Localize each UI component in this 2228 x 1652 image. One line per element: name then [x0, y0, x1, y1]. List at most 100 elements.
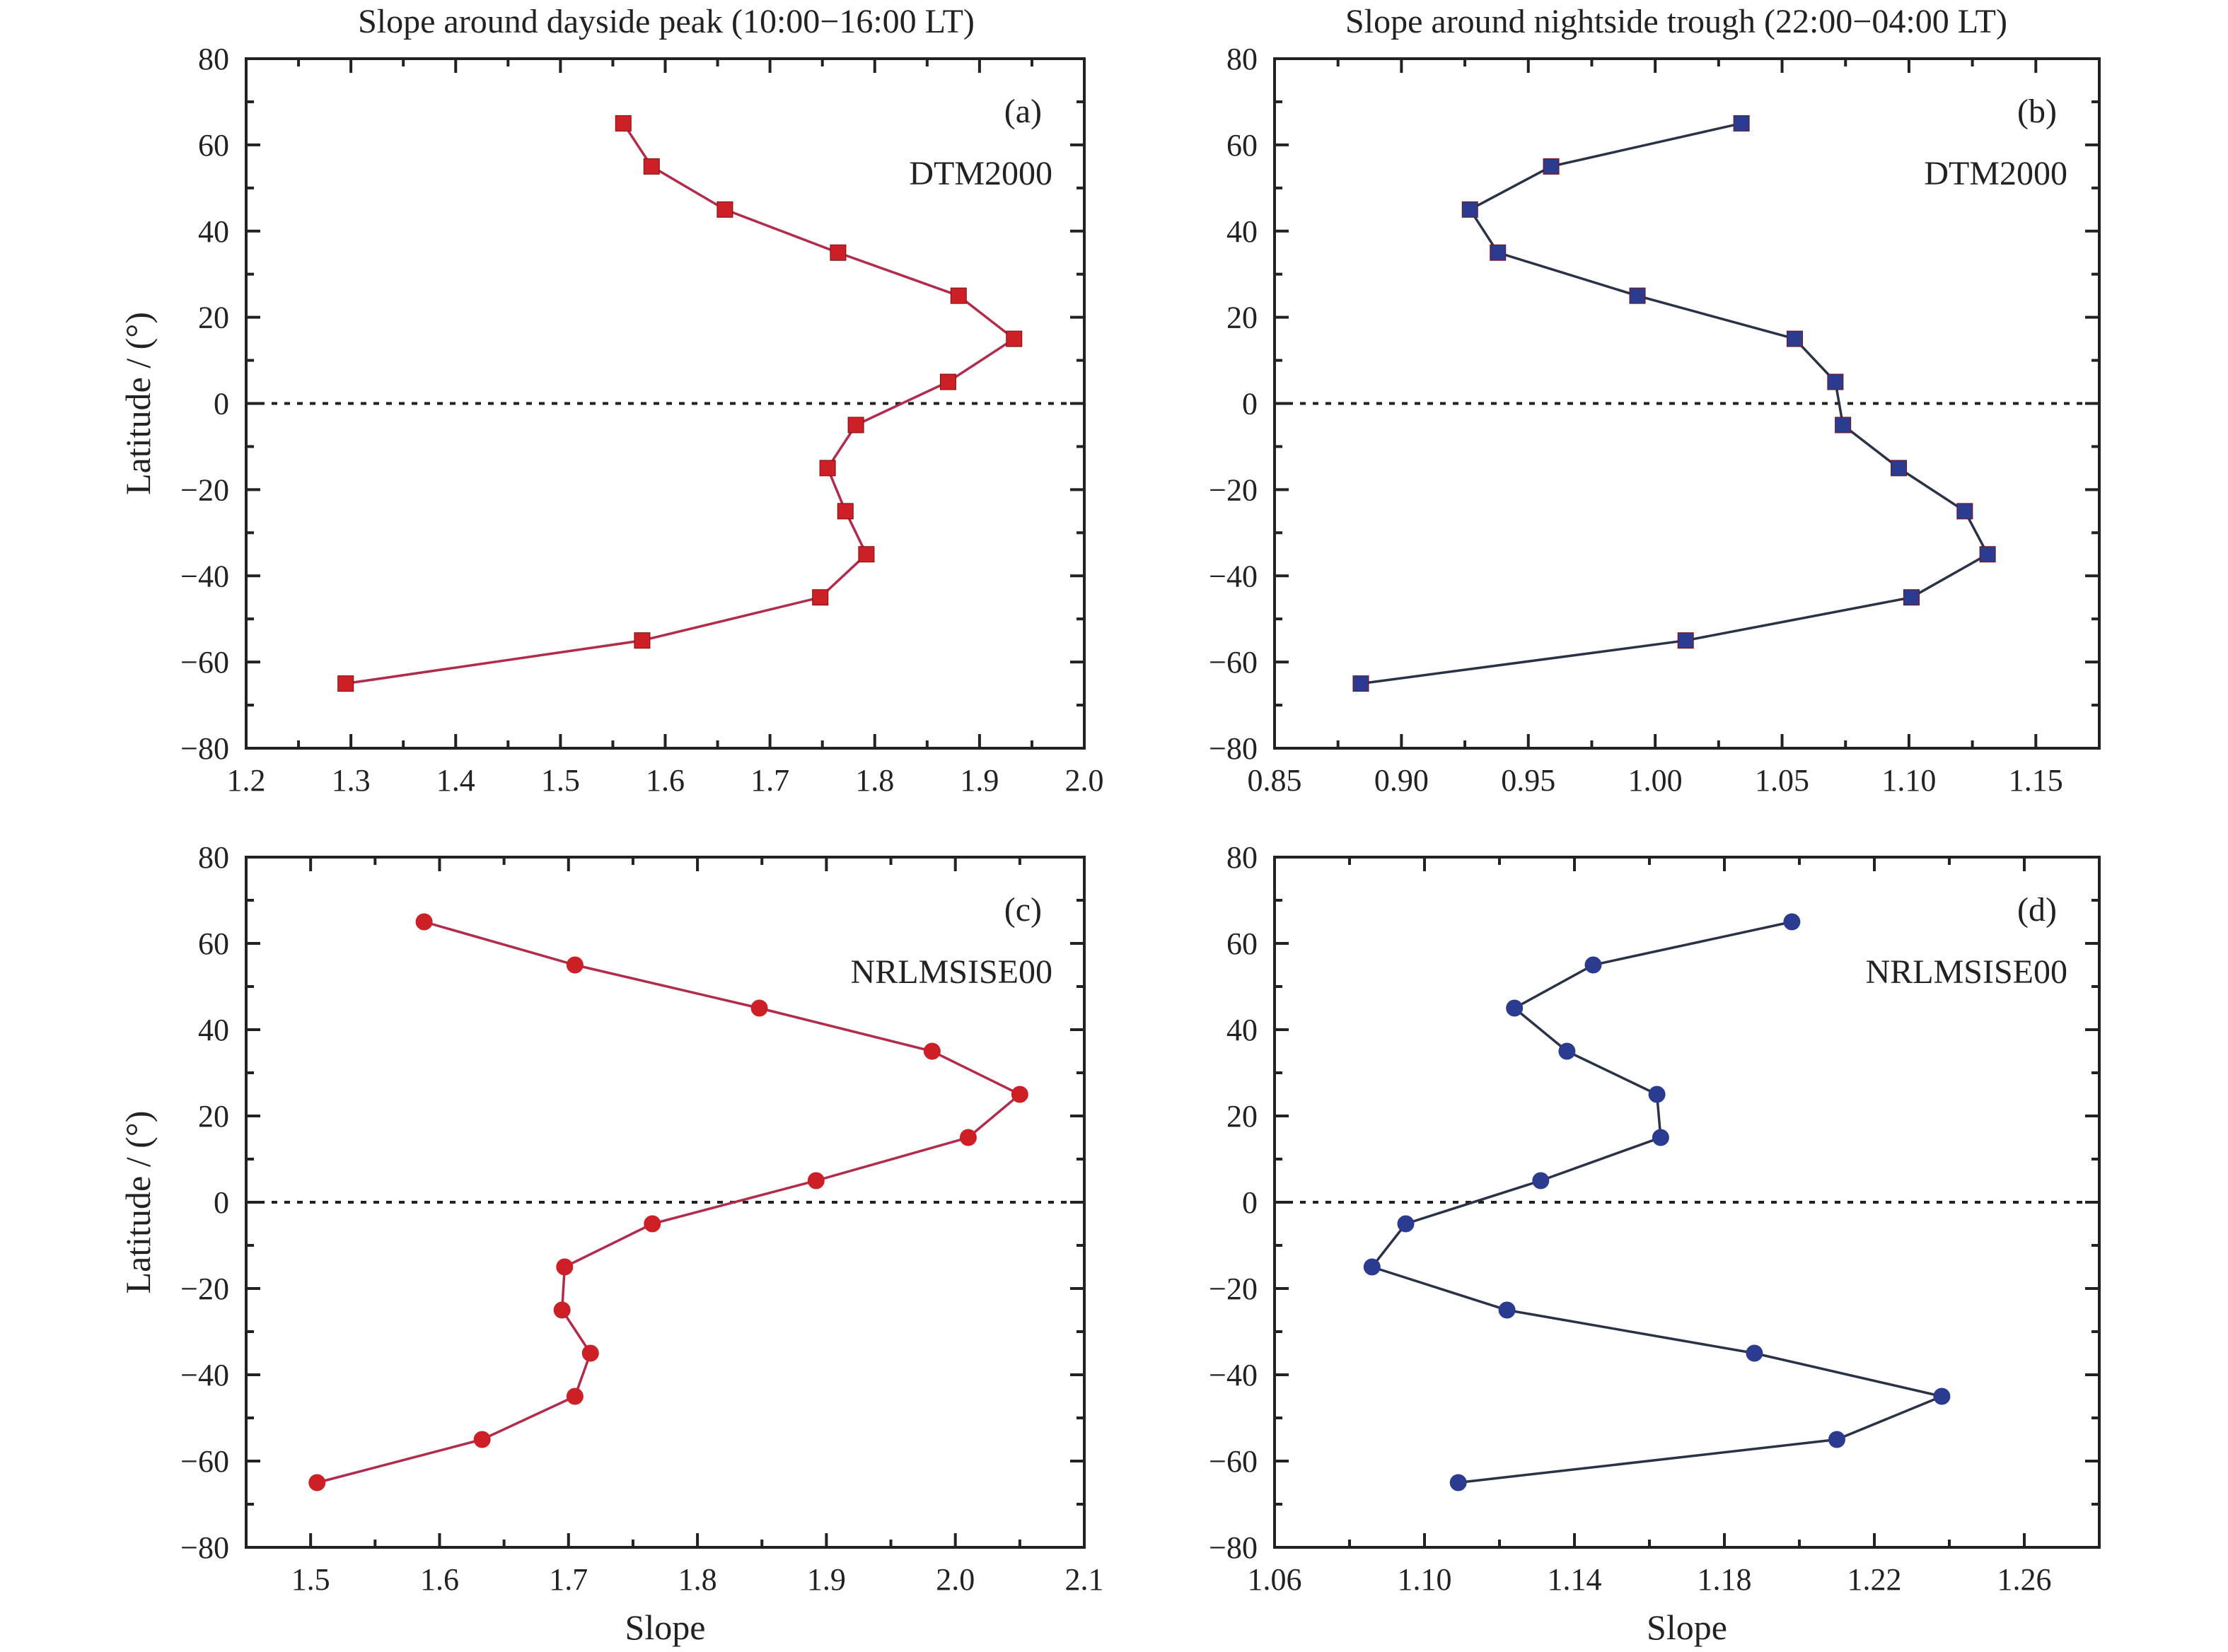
y-tick-label: −60	[1209, 1444, 1258, 1479]
right-column-title: Slope around nightside trough (22:00−04:…	[1345, 3, 2007, 40]
data-point-circle	[566, 956, 584, 974]
y-tick-label: 40	[198, 214, 229, 249]
left-column-title: Slope around dayside peak (10:00−16:00 L…	[358, 3, 975, 40]
y-tick-label: −80	[180, 731, 229, 766]
y-tick-label: −80	[180, 1530, 229, 1565]
data-point-square	[634, 632, 651, 649]
data-point-circle	[556, 1258, 574, 1276]
y-tick-label: 80	[1226, 42, 1258, 76]
y-tick-label: 20	[198, 301, 229, 335]
y-tick-label: 0	[214, 1185, 229, 1220]
data-point-square	[939, 373, 956, 390]
y-tick-label: 40	[1226, 214, 1258, 249]
data-point-square	[1827, 373, 1844, 390]
data-point-circle	[750, 999, 768, 1017]
y-tick-label: −60	[180, 1444, 229, 1479]
y-tick-label: 60	[198, 128, 229, 163]
y-tick-label: 60	[1226, 128, 1258, 163]
data-point-circle	[553, 1301, 571, 1319]
data-point-circle	[308, 1474, 326, 1491]
x-tick-label: 1.6	[420, 1562, 459, 1597]
data-point-circle	[1532, 1172, 1550, 1189]
y-tick-label: 20	[198, 1099, 229, 1134]
data-point-circle	[1449, 1474, 1467, 1491]
data-point-circle	[1584, 956, 1602, 974]
data-point-square	[847, 417, 864, 434]
data-point-circle	[644, 1215, 661, 1233]
data-point-square	[1733, 115, 1750, 132]
x-tick-label: 1.8	[678, 1562, 717, 1597]
x-tick-label: 1.00	[1628, 763, 1683, 798]
y-tick-label: 0	[1242, 387, 1258, 421]
x-tick-label: 1.2	[227, 763, 266, 798]
y-tick-label: 20	[1226, 1099, 1258, 1134]
data-point-circle	[1648, 1086, 1666, 1103]
data-point-square	[716, 201, 733, 218]
x-axis-label: Slope	[625, 1607, 706, 1647]
x-tick-label: 1.7	[750, 763, 789, 798]
data-point-square	[837, 503, 854, 520]
data-point-square	[1006, 330, 1023, 347]
y-tick-label: 40	[198, 1013, 229, 1047]
y-tick-label: −40	[1209, 1358, 1258, 1392]
data-point-square	[337, 675, 354, 692]
data-point-circle	[923, 1042, 941, 1060]
y-tick-label: 40	[1226, 1013, 1258, 1047]
x-tick-label: 1.05	[1755, 763, 1809, 798]
data-point-square	[1891, 460, 1908, 477]
y-tick-label: 80	[198, 42, 229, 76]
y-tick-label: 60	[1226, 926, 1258, 961]
model-label: DTM2000	[1924, 155, 2067, 192]
data-point-circle	[566, 1388, 584, 1405]
data-point-square	[1490, 244, 1507, 261]
data-point-square	[812, 589, 829, 606]
x-axis-label: Slope	[1647, 1607, 1727, 1647]
x-tick-label: 2.0	[936, 1562, 975, 1597]
x-tick-label: 1.26	[1997, 1562, 2052, 1597]
data-point-square	[819, 460, 836, 477]
data-point-square	[1543, 158, 1560, 175]
y-tick-label: −60	[1209, 645, 1258, 680]
y-tick-label: 60	[198, 926, 229, 961]
y-tick-label: 0	[214, 387, 229, 421]
data-point-square	[858, 546, 875, 563]
data-point-circle	[1558, 1042, 1576, 1060]
x-tick-label: 1.4	[436, 763, 475, 798]
y-tick-label: −40	[180, 559, 229, 593]
data-point-circle	[1933, 1388, 1951, 1405]
x-tick-label: 1.10	[1398, 1562, 1452, 1597]
panel-d: −80 −60 −40 −20 0 20 40 60 80 1.06 1.10 1.14 1.18 1.2…	[1209, 840, 2101, 1647]
y-tick-label: −20	[1209, 472, 1258, 507]
y-axis-label: Latitude / (°)	[118, 312, 158, 495]
y-tick-label: −40	[180, 1358, 229, 1392]
panel-b: −80 −60 −40 −20 0 20 40 60 80 0.85 0.90 0.95 1.00 1.0…	[1209, 42, 2101, 798]
y-axis-label: Latitude / (°)	[118, 1111, 158, 1294]
data-point-square	[1461, 201, 1478, 218]
model-label: DTM2000	[909, 155, 1052, 192]
x-tick-label: 1.18	[1698, 1562, 1752, 1597]
x-tick-label: 2.0	[1065, 763, 1104, 798]
data-point-square	[1352, 675, 1369, 692]
x-tick-label: 1.6	[646, 763, 685, 798]
x-tick-label: 1.5	[541, 763, 580, 798]
data-point-square	[1629, 287, 1646, 304]
data-point-circle	[1828, 1431, 1845, 1448]
x-tick-label: 1.10	[1881, 763, 1936, 798]
data-point-circle	[1783, 913, 1801, 931]
y-tick-label: −40	[1209, 559, 1258, 593]
x-tick-label: 0.85	[1248, 763, 1302, 798]
y-tick-label: 0	[1242, 1185, 1258, 1220]
data-point-square	[950, 287, 967, 304]
x-tick-label: 1.14	[1548, 1562, 1602, 1597]
data-point-square	[1677, 632, 1694, 649]
data-point-circle	[1506, 999, 1524, 1017]
x-tick-label: 2.1	[1065, 1562, 1104, 1597]
data-point-square	[615, 115, 632, 132]
x-tick-label: 1.5	[291, 1562, 330, 1597]
x-tick-label: 0.95	[1501, 763, 1555, 798]
panel-a: −80 −60 −40 −20 0 20 40 60 80 1.2 1.3 1.4 1.5 1.6 1.7 1…	[118, 42, 1104, 798]
model-label: NRLMSISE00	[851, 953, 1052, 991]
y-tick-label: −60	[180, 645, 229, 680]
panel-label: (c)	[1004, 891, 1042, 929]
data-point-circle	[807, 1172, 825, 1189]
